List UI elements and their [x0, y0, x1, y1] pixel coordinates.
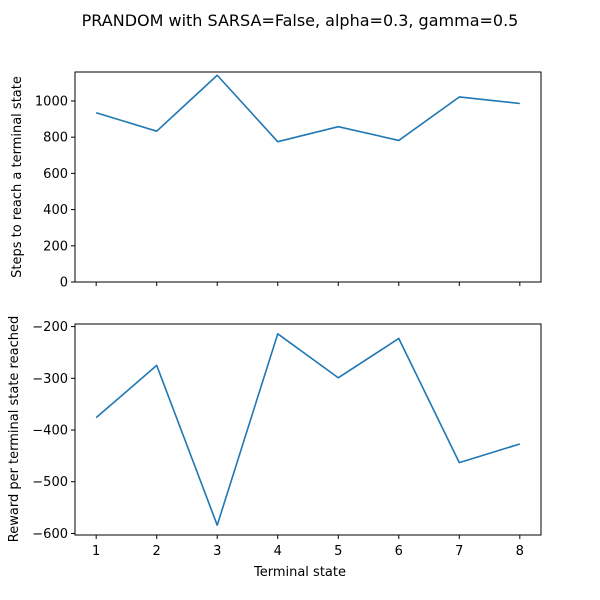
steps-ytick-label: 800: [43, 131, 68, 146]
steps-axes-frame: [74, 71, 542, 283]
reward-xtick-label: 5: [334, 544, 342, 559]
reward-xtick-label: 7: [455, 544, 463, 559]
reward-ytick-label: −600: [32, 527, 68, 542]
reward-xtick-label: 4: [274, 544, 282, 559]
reward-xtick-label: 3: [213, 544, 221, 559]
reward-xtick-label: 8: [516, 544, 524, 559]
steps-ytick-label: 1000: [35, 94, 68, 109]
reward-axes-frame: [74, 323, 542, 536]
steps-series-line: [95, 74, 520, 143]
reward-ytick-label: −300: [32, 372, 68, 387]
steps-ytick-label: 600: [43, 167, 68, 182]
reward-axes: −600 −500 −400 −300 −200 1 2 3 4 5 6 7 8 Reward per …: [7, 316, 542, 580]
steps-ytick-label: 200: [43, 239, 68, 254]
steps-ytick-label: 0: [60, 276, 68, 291]
reward-series-line: [95, 333, 521, 526]
reward-ytick-label: −500: [32, 475, 68, 490]
figure-title: PRANDOM with SARSA=False, alpha=0.3, gam…: [82, 11, 519, 30]
reward-xtick-label: 6: [395, 544, 403, 559]
reward-ytick-label: −200: [32, 320, 68, 335]
reward-xlabel: Terminal state: [253, 565, 346, 580]
reward-xtick-label: 1: [92, 544, 100, 559]
steps-ticks: 0 200 400 600 800 1000: [35, 94, 521, 291]
reward-ytick-label: −400: [32, 424, 68, 439]
steps-ylabel: Steps to reach a terminal state: [10, 76, 25, 278]
steps-axes: 0 200 400 600 800 1000 Steps to reach a termi…: [10, 71, 542, 291]
reward-ticks: −600 −500 −400 −300 −200 1 2 3 4 5 6 7 8: [32, 320, 524, 559]
reward-xtick-label: 2: [153, 544, 161, 559]
steps-ytick-label: 400: [43, 203, 68, 218]
reward-ylabel: Reward per terminal state reached: [7, 316, 22, 542]
